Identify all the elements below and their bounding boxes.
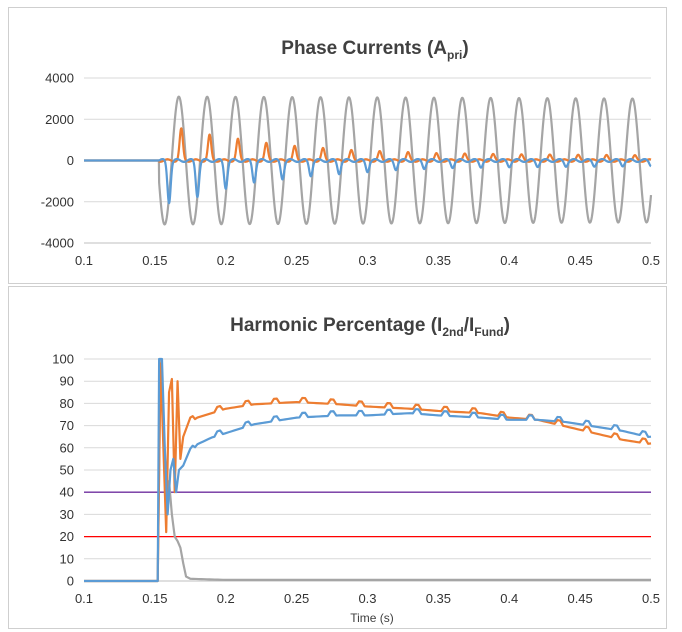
- harmonic-x-tick-label: 0.2: [217, 591, 235, 606]
- phase-currents-x-tick-label: 0.4: [500, 253, 518, 268]
- phase-currents-x-tick-label: 0.45: [567, 253, 592, 268]
- phase-current-series-blue-line: [83, 157, 652, 205]
- harmonic-percentage-title: Harmonic Percentage (I2nd/IFund): [230, 315, 510, 339]
- harmonic-y-tick-label: 70: [60, 418, 74, 433]
- phase-currents-x-tick-label: 0.35: [426, 253, 451, 268]
- harmonic-x-tick-label: 0.1: [75, 591, 93, 606]
- phase-currents-x-tick-label: 0.3: [358, 253, 376, 268]
- harmonic-x-tick-label: 0.15: [142, 591, 167, 606]
- harmonic-x-axis-title: Time (s): [350, 611, 394, 625]
- harmonic-x-tick-label: 0.3: [358, 591, 376, 606]
- phase-currents-x-tick-label: 0.1: [75, 253, 93, 268]
- harmonic-x-tick-label: 0.35: [426, 591, 451, 606]
- phase-currents-x-tick-label: 0.25: [284, 253, 309, 268]
- harmonic-series-blue-line: [84, 357, 652, 583]
- phase-currents-y-tick-label: 2000: [45, 112, 74, 127]
- phase-currents-x-tick-label: 0.15: [142, 253, 167, 268]
- phase-currents-series-group: [83, 95, 653, 226]
- harmonic-y-tick-label: 30: [60, 507, 74, 522]
- phase-currents-panel-frame: [8, 7, 667, 284]
- harmonic-x-tick-label: 0.4: [500, 591, 518, 606]
- phase-currents-x-tick-label: 0.5: [642, 253, 660, 268]
- harmonic-y-tick-label: 100: [52, 352, 74, 367]
- harmonic-y-tick-label: 40: [60, 485, 74, 500]
- harmonic-threshold-lines: [84, 491, 651, 538]
- harmonic-y-tick-label: 60: [60, 440, 74, 455]
- harmonic-y-tick-label: 10: [60, 551, 74, 566]
- harmonic-y-tick-label: 20: [60, 529, 74, 544]
- phase-currents-title: Phase Currents (Apri): [281, 38, 468, 62]
- harmonic-series-group: [84, 357, 652, 583]
- harmonic-y-tick-label: 80: [60, 396, 74, 411]
- harmonic-y-tick-label: 0: [67, 574, 74, 589]
- harmonic-x-tick-label: 0.45: [567, 591, 592, 606]
- harmonic-y-tick-label: 50: [60, 463, 74, 478]
- phase-currents-y-tick-labels: 4000 2000 0 -2000 -4000: [41, 71, 74, 251]
- harmonic-x-tick-labels: 0.1 0.15 0.2 0.25 0.3 0.35 0.4 0.45 0.5: [75, 591, 660, 606]
- harmonic-series-gray-line: [84, 357, 651, 583]
- harmonic-x-tick-label: 0.5: [642, 591, 660, 606]
- phase-currents-y-tick-label: -2000: [41, 194, 74, 209]
- phase-currents-chart: Phase Currents (Apri) 4000 2000 0 -2000 -400…: [41, 38, 660, 268]
- phase-currents-y-tick-label: 0: [67, 153, 74, 168]
- phase-currents-x-tick-label: 0.2: [217, 253, 235, 268]
- harmonic-y-tick-label: 90: [60, 374, 74, 389]
- phase-currents-y-tick-label: 4000: [45, 71, 74, 86]
- phase-currents-x-tick-labels: 0.1 0.15 0.2 0.25 0.3 0.35 0.4 0.45 0.5: [75, 253, 660, 268]
- phase-current-series-gray-line: [83, 95, 653, 226]
- harmonic-series-orange-line: [84, 362, 652, 583]
- phase-current-series-orange-line: [83, 127, 652, 163]
- harmonic-percentage-panel-frame: [8, 286, 667, 629]
- phase-currents-y-tick-label: -4000: [41, 236, 74, 251]
- harmonic-x-tick-label: 0.25: [284, 591, 309, 606]
